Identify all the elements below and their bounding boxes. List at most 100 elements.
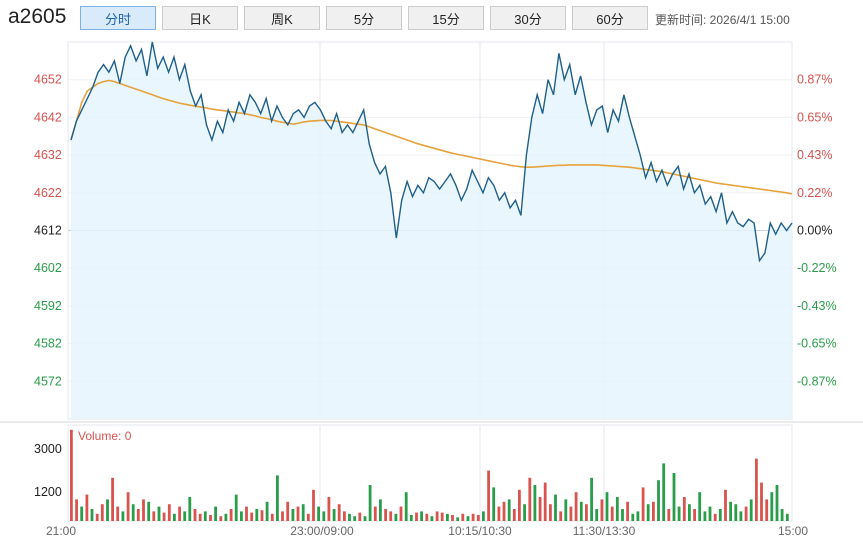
volume-bar-17 bbox=[157, 506, 161, 521]
average-price-line bbox=[70, 79, 793, 195]
volume-bar-58 bbox=[368, 485, 372, 521]
volume-bar-60 bbox=[379, 499, 382, 521]
price-tick-0: 4652 bbox=[34, 73, 62, 87]
volume-bar-3 bbox=[85, 494, 89, 521]
volume-bar-36 bbox=[255, 509, 259, 521]
volume-bar-56 bbox=[358, 512, 362, 521]
volume-bar-138 bbox=[780, 509, 784, 521]
volume-bar-70 bbox=[430, 516, 434, 521]
volume-bar-96 bbox=[564, 499, 568, 521]
time-tick-1: 23:00/09:00 bbox=[290, 524, 354, 537]
volume-bar-125 bbox=[713, 513, 717, 521]
volume-bar-49 bbox=[322, 511, 326, 521]
volume-axis: 3000 1200 bbox=[34, 442, 62, 499]
volume-bar-78 bbox=[471, 513, 475, 521]
price-line bbox=[70, 41, 793, 263]
volume-pane-border bbox=[67, 424, 793, 522]
volume-bar-68 bbox=[420, 511, 423, 521]
percent-tick-5: -0.22% bbox=[797, 261, 837, 275]
volume-bar-79 bbox=[476, 515, 480, 521]
volume-bar-103 bbox=[600, 499, 604, 521]
volume-bar-120 bbox=[688, 504, 691, 521]
volume-bar-26 bbox=[203, 511, 207, 521]
volume-bar-50 bbox=[327, 497, 331, 521]
tab-15min[interactable]: 15分 bbox=[408, 6, 484, 30]
volume-bar-23 bbox=[188, 497, 192, 521]
volume-bar-121 bbox=[693, 509, 696, 521]
volume-bar-6 bbox=[100, 504, 104, 521]
volume-bar-95 bbox=[559, 511, 563, 521]
volume-bar-106 bbox=[615, 497, 619, 521]
volume-bar-21 bbox=[178, 506, 181, 521]
volume-bar-14 bbox=[142, 499, 145, 521]
volume-bar-101 bbox=[590, 477, 593, 521]
volume-bar-75 bbox=[456, 517, 460, 521]
volume-bar-18 bbox=[162, 512, 166, 521]
tab-weekly-k[interactable]: 周K bbox=[244, 6, 320, 30]
time-axis: 21:00 23:00/09:00 10:15/10:30 11:30/13:30 15… bbox=[46, 524, 808, 537]
volume-bar-55 bbox=[353, 516, 357, 521]
price-area-fill bbox=[71, 42, 792, 419]
volume-bar-80 bbox=[482, 511, 485, 521]
volume-bar-63 bbox=[394, 513, 398, 521]
volume-bar-124 bbox=[708, 506, 712, 521]
volume-bar-61 bbox=[384, 509, 387, 521]
volume-bar-8 bbox=[111, 477, 114, 521]
volume-bar-135 bbox=[765, 499, 769, 521]
volume-bar-93 bbox=[549, 504, 552, 521]
volume-bar-5 bbox=[95, 513, 99, 521]
volume-bar-94 bbox=[554, 494, 557, 521]
volume-bar-45 bbox=[301, 504, 305, 521]
volume-bar-77 bbox=[466, 516, 470, 521]
volume-bar-137 bbox=[775, 485, 779, 521]
price-tick-5: 4602 bbox=[34, 261, 62, 275]
chart-toolbar: a2605 分时 日K 周K 5分 15分 30分 60分 更新时间: 2026… bbox=[0, 0, 863, 35]
volume-bar-76 bbox=[461, 513, 465, 521]
volume-bar-31 bbox=[229, 509, 233, 521]
volume-bar-19 bbox=[167, 504, 171, 521]
volume-bar-88 bbox=[523, 504, 526, 521]
volume-bar-32 bbox=[234, 494, 238, 521]
volume-bar-114 bbox=[657, 480, 660, 521]
tab-5min[interactable]: 5分 bbox=[326, 6, 402, 30]
volume-bar-82 bbox=[492, 487, 496, 521]
volume-bar-29 bbox=[219, 516, 223, 521]
tab-30min[interactable]: 30分 bbox=[490, 6, 566, 30]
volume-bar-89 bbox=[528, 477, 532, 521]
tab-intraday[interactable]: 分时 bbox=[80, 6, 156, 30]
volume-bar-69 bbox=[425, 513, 429, 521]
volume-bar-87 bbox=[518, 489, 521, 521]
time-tick-0: 21:00 bbox=[46, 524, 76, 537]
volume-tick-0: 3000 bbox=[34, 442, 62, 456]
volume-bar-27 bbox=[209, 515, 212, 521]
volume-bar-71 bbox=[435, 511, 439, 521]
volume-bar-86 bbox=[512, 509, 516, 521]
percent-axis: 0.87% 0.65% 0.43% 0.22% 0.00% -0.22% -0.43% -0.… bbox=[797, 73, 837, 389]
volume-bar-127 bbox=[724, 489, 727, 521]
volume-bar-51 bbox=[332, 509, 336, 521]
volume-bar-1 bbox=[75, 499, 78, 521]
volume-bar-111 bbox=[641, 487, 645, 521]
symbol-title: a2605 bbox=[8, 5, 67, 28]
volume-bar-107 bbox=[621, 509, 624, 521]
volume-bar-136 bbox=[770, 492, 774, 521]
tab-60min[interactable]: 60分 bbox=[572, 6, 648, 30]
volume-bar-28 bbox=[214, 506, 217, 521]
volume-bar-46 bbox=[306, 513, 310, 521]
volume-bar-53 bbox=[343, 511, 346, 521]
volume-bar-92 bbox=[543, 482, 547, 521]
time-tick-3: 11:30/13:30 bbox=[573, 524, 636, 537]
volume-bar-20 bbox=[173, 513, 176, 521]
volume-bar-123 bbox=[703, 511, 707, 521]
volume-bar-47 bbox=[312, 489, 315, 521]
volume-bar-130 bbox=[739, 511, 743, 521]
volume-bar-4 bbox=[90, 509, 94, 521]
tab-daily-k[interactable]: 日K bbox=[162, 6, 238, 30]
volume-bar-97 bbox=[569, 506, 573, 521]
price-tick-3: 4622 bbox=[34, 186, 62, 200]
percent-tick-1: 0.65% bbox=[797, 110, 832, 124]
percent-tick-2: 0.43% bbox=[797, 148, 832, 162]
volume-bar-105 bbox=[610, 506, 614, 521]
price-tick-2: 4632 bbox=[34, 148, 62, 162]
volume-bar-38 bbox=[265, 501, 269, 521]
